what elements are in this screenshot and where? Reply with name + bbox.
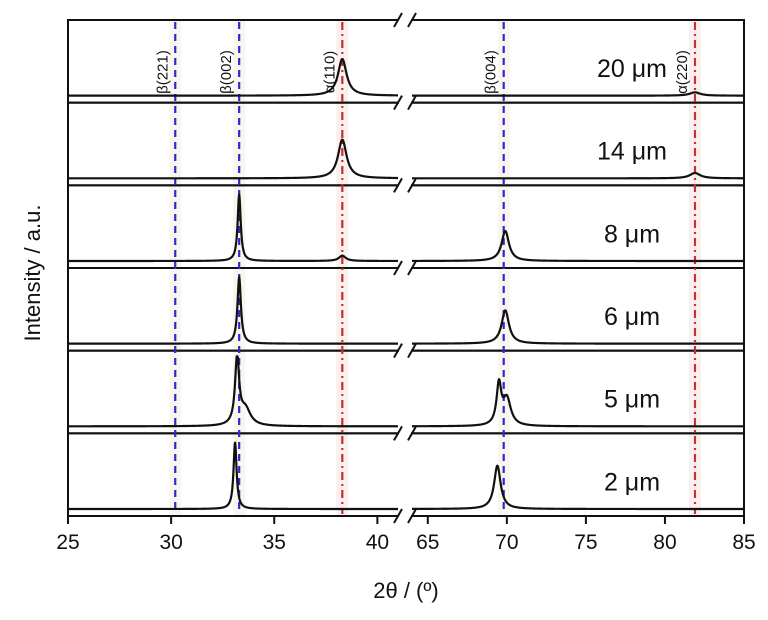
series-trace xyxy=(411,91,745,97)
x-tick-label: 75 xyxy=(574,531,597,554)
x-tick-label: 30 xyxy=(159,531,182,554)
x-tick-label: 40 xyxy=(366,531,389,554)
series-label: 8 μm xyxy=(604,220,660,248)
x-tick-label: 70 xyxy=(495,531,518,554)
y-axis-title: Intensity / a.u. xyxy=(20,205,45,342)
x-tick-label: 85 xyxy=(732,531,755,554)
series-label: 5 μm xyxy=(604,386,660,414)
x-ticks: 25 30 35 40 65 70 75 80 85 xyxy=(56,516,756,554)
series-trace xyxy=(411,378,745,428)
axis-break-mark xyxy=(407,177,417,193)
axis-break-mark xyxy=(393,177,403,193)
traces xyxy=(67,57,745,511)
series-labels: 20 μm 14 μm 8 μm 6 μm 5 μm 2 μm xyxy=(597,55,667,496)
x-axis-title: 2θ / (º) xyxy=(373,578,439,603)
x-tick-label: 25 xyxy=(56,531,79,554)
axis-break-mark xyxy=(407,12,417,28)
axis-break-mark xyxy=(393,95,403,111)
axis-break-marks xyxy=(393,12,417,524)
peak-label: α(220) xyxy=(674,50,691,94)
x-tick-label: 80 xyxy=(653,531,676,554)
axis-break-mark xyxy=(407,425,417,441)
axis-break-mark xyxy=(393,12,403,28)
axis-break-mark xyxy=(407,343,417,359)
series-label: 6 μm xyxy=(604,303,660,331)
axis-break-mark xyxy=(407,260,417,276)
series-label: 20 μm xyxy=(597,55,667,83)
series-trace xyxy=(67,138,399,180)
axis-break-mark xyxy=(407,95,417,111)
peak-label: β(004) xyxy=(483,50,500,94)
axis-break-mark xyxy=(407,508,417,524)
series-trace xyxy=(67,275,399,345)
series-trace xyxy=(411,464,745,511)
axis-break-mark xyxy=(393,260,403,276)
series-trace xyxy=(67,193,399,263)
series-trace xyxy=(411,309,745,345)
series-label: 14 μm xyxy=(597,138,667,166)
axis-break-gap xyxy=(399,16,411,520)
peak-labels: β(221) β(002) α(110) β(004) α(220) xyxy=(154,50,691,94)
peak-label: β(221) xyxy=(154,50,171,94)
series-trace xyxy=(67,57,399,97)
series-label: 2 μm xyxy=(604,468,660,496)
x-tick-label: 65 xyxy=(416,531,439,554)
peak-label: β(002) xyxy=(218,50,235,94)
series-trace xyxy=(67,441,399,511)
series-trace xyxy=(67,355,399,428)
x-tick-label: 35 xyxy=(263,531,286,554)
series-trace xyxy=(411,229,745,263)
series-trace xyxy=(411,171,745,180)
peak-label: α(110) xyxy=(321,51,338,94)
axis-break-mark xyxy=(393,508,403,524)
axis-break-mark xyxy=(393,425,403,441)
reference-lines xyxy=(174,22,697,514)
axis-break-mark xyxy=(393,343,403,359)
